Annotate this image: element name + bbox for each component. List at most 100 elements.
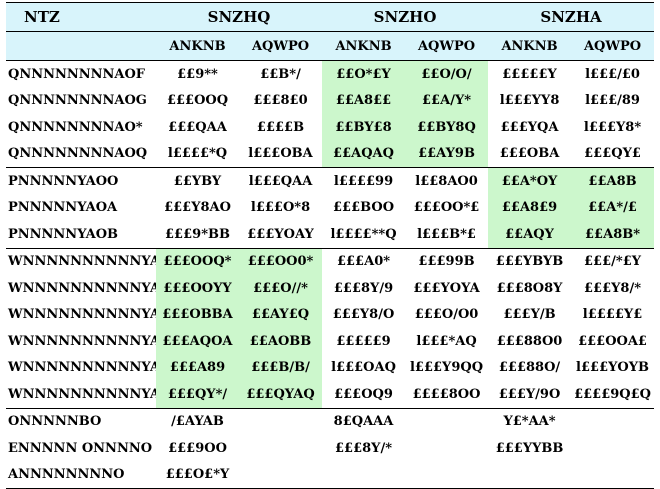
value-cell: £££OBBA [156, 301, 239, 328]
value-cell: £££OBA [499, 146, 560, 162]
value-cell: ££AQAQ [322, 140, 406, 168]
value-cell: £££B/B/ [239, 354, 323, 381]
subheader-cell: ANKNB [156, 31, 239, 61]
value-cell: /£AYAB [156, 407, 239, 435]
model-name-cell: QNNNNNNNNAOG [8, 93, 147, 109]
table-row: WNNNNNNNNNNYAOD£££OOYY£££O//* £££8Y/9 £££Y… [6, 275, 654, 302]
value-cell: ££AY9B [405, 140, 489, 168]
value-cell: ££O*£Y [322, 60, 406, 88]
value-cell: ££AQY [488, 221, 572, 248]
value-cell: £££OO0* [239, 247, 323, 275]
value-cell: £££YOAY [247, 226, 314, 242]
value-cell: £££OOQ* [156, 247, 239, 275]
value-cell: l£££QAA [239, 167, 323, 195]
model-name-cell: QNNNNNNNNAOQ [8, 146, 148, 162]
value-cell: ££A*/£ [571, 194, 655, 221]
value-cell: £££8O8Y [496, 280, 563, 296]
value-cell [405, 435, 488, 462]
value-cell: £££8Y/* [335, 440, 393, 456]
value-cell: £££££9 [336, 333, 391, 349]
value-cell: l£££Y9QQ [409, 360, 484, 376]
value-cell: £££BOO [333, 200, 395, 216]
value-cell: l£££*AQ [416, 333, 477, 349]
value-cell: ££A8££ [322, 87, 406, 114]
model-name-cell: ENNNNN ONNNNO [8, 440, 153, 456]
value-cell: ££B*/ [239, 60, 323, 88]
value-cell [405, 461, 489, 489]
value-cell: £££YQA [500, 119, 559, 135]
value-cell: l££££Y£ [582, 307, 643, 323]
value-cell: £££Y/B [503, 307, 556, 323]
model-name-cell: WNNNNNNNNNNYAA* [8, 386, 156, 402]
model-name-cell: QNNNNNNNNAOF [6, 60, 156, 88]
model-name-cell: PNNNNNYAOA [8, 200, 118, 216]
value-cell: £££YBYB [488, 247, 572, 275]
table-row: QNNNNNNNNAOQ l££££*Q l£££OBA ££AQAQ ££AY9B ££… [6, 140, 654, 168]
table-row: QNNNNNNNNAOG £££OOQ £££8£0 ££A8££ ££A/Y* l£££… [6, 87, 654, 114]
table-row: WNNNNNNNNNNYAOF£££AQOA££AOBB £££££9 l£££*A… [6, 328, 654, 355]
value-cell: £££YYBB [495, 440, 564, 456]
model-name-cell: ANNNNNNNNO [6, 461, 156, 489]
table-row: QNNNNNNNNAOF ££9** ££B*/££O*£Y ££O/O/£££££Y… [6, 60, 655, 88]
value-cell: £££O/O0 [414, 307, 479, 323]
value-cell: £££88O0 [496, 333, 563, 349]
value-cell: l£££OBA [248, 146, 313, 162]
value-cell: l£££B*£ [417, 226, 476, 242]
value-cell: £££OOYY [156, 275, 239, 302]
value-cell: ££A8B [571, 167, 655, 195]
value-cell: l££££**Q [330, 226, 397, 242]
value-cell: £££YOYA [413, 280, 480, 296]
value-cell: l£££/89 [585, 93, 640, 109]
subheader-cell: ANKNB [322, 31, 406, 61]
value-cell: ££BY£8 [322, 114, 406, 141]
value-cell: ££AY£Q [239, 301, 323, 328]
model-name-cell: PNNNNNYAOO [6, 167, 156, 195]
table-row: PNNNNNYAOO ££YBY l£££QAA l££££99 l££8AO0 ££A*… [6, 167, 655, 195]
value-cell: ££A8B* [571, 221, 655, 248]
value-cell [571, 461, 655, 489]
value-cell: £££Y8AO [164, 200, 231, 216]
value-cell: £££8Y/9 [333, 280, 394, 296]
value-cell: ££9** [156, 60, 239, 88]
value-cell: £££99B [405, 247, 489, 275]
table-row: PNNNNNYAOA £££Y8AO l£££O*8 £££BOO £££OO*£ ££A… [6, 194, 655, 221]
value-cell [571, 407, 655, 435]
value-cell: £££88O/ [498, 360, 561, 376]
value-cell [322, 461, 406, 489]
value-cell [239, 435, 322, 462]
model-name-cell: WNNNNNNNNNNYAOG [8, 360, 156, 376]
value-cell: Y£*AA* [488, 407, 572, 435]
value-cell: ££A/Y* [405, 87, 489, 114]
value-cell: £££O£*Y [156, 461, 239, 489]
subheader-cell: AQWPO [405, 31, 489, 61]
value-cell: ££££9Q£Q [574, 386, 651, 402]
value-cell [239, 461, 323, 489]
value-cell: ££BY8Q [405, 114, 489, 141]
model-name-cell: PNNNNNYAOB [8, 226, 119, 242]
value-cell: £££QY*/ [156, 381, 239, 408]
table-row: ONNNNNBO/£AYAB 8£QAAA Y£*AA* [6, 407, 655, 435]
value-cell: ££££B [256, 119, 305, 135]
subheader-cell: AQWPO [571, 31, 655, 61]
value-cell: £££QAA [168, 119, 227, 135]
value-cell: £££Y8/O [332, 307, 395, 323]
value-cell [405, 407, 489, 435]
value-cell: ££A*OY [488, 167, 572, 195]
value-cell: ££A8£9 [488, 194, 572, 221]
value-cell: £££OOA£ [578, 333, 647, 349]
subheader-blank [6, 31, 156, 61]
value-cell: l£££/£0 [571, 60, 655, 88]
value-cell: £££9*BB [165, 226, 230, 242]
value-cell: £££AQOA [156, 328, 239, 355]
group-header: SNZHA [488, 2, 655, 32]
value-cell: £££QYAQ [239, 381, 323, 408]
group-header: SNZHQ [156, 2, 323, 32]
value-cell: l£££YOYB [576, 360, 649, 376]
value-cell: £££££Y [488, 60, 572, 88]
value-cell: £££8£0 [253, 93, 308, 109]
value-cell: £££QY£ [584, 146, 641, 162]
header-row: NTZ SNZHQ SNZHO SNZHA [6, 2, 655, 32]
value-cell [571, 435, 654, 462]
model-name-cell: QNNNNNNNNAO* [8, 119, 143, 135]
model-column-header: NTZ [6, 2, 156, 32]
